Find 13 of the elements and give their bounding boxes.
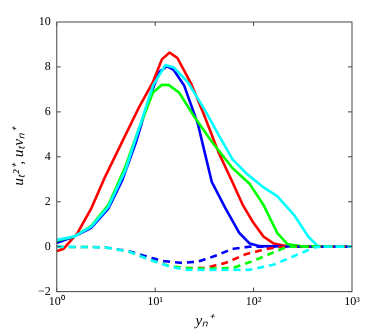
x-tick-label: 10¹ xyxy=(147,294,164,308)
y-tick-label: 8 xyxy=(44,59,51,74)
x-tick-label: 10² xyxy=(246,294,262,308)
y-tick-label: 4 xyxy=(44,148,51,163)
y-tick-label: 2 xyxy=(44,194,51,208)
y-tick-label: −2 xyxy=(38,284,51,298)
x-axis-title: yₙ⁺ xyxy=(194,312,216,329)
y-axis-title: uₜ²⁺, uₜvₙ⁺ xyxy=(10,126,27,186)
y-tick-label: 6 xyxy=(44,104,51,118)
y-tick-label: 10 xyxy=(38,14,51,28)
x-tick-label: 10³ xyxy=(344,294,360,308)
x-tick-label: 10⁰ xyxy=(48,294,65,308)
y-tick-label: 0 xyxy=(44,238,51,253)
